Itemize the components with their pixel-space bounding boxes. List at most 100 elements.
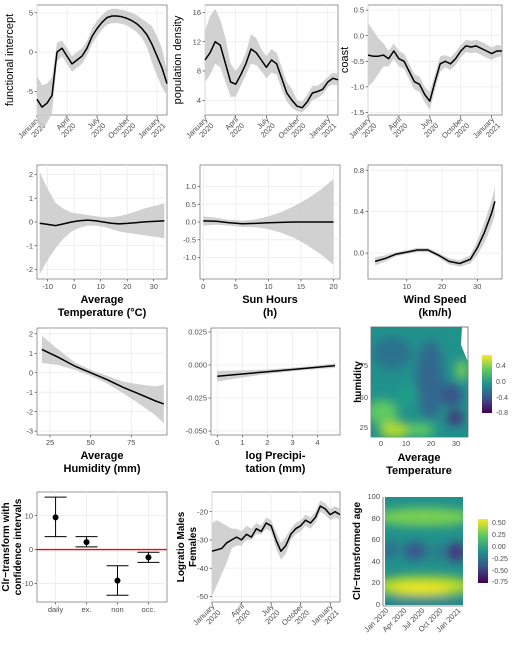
colorbar-tick: -0.8	[496, 410, 508, 417]
y-tick-label: 1.0	[186, 182, 196, 191]
panel-p2: 4 8 12 16 January2020 April2020 July2020 Octobe…	[172, 4, 339, 146]
x-axis-title-line: Average	[80, 294, 123, 306]
heatmap-yticks: 0 20 40 60 80 100	[367, 492, 380, 609]
estimate-ex.	[75, 536, 98, 548]
y-tick-label: 0.0	[354, 31, 364, 40]
y-tick-label: 0	[29, 368, 33, 377]
y-axis-title-line: confidence intervals	[13, 498, 24, 595]
x-tick-label: 30	[150, 282, 158, 291]
heatmap-xlabel-line2: Temperature	[386, 465, 452, 477]
panel-p8: -0.050 -0.025 0.000 0.025 0 1 2 3 4 log Precipi-t…	[186, 328, 341, 475]
heatmap-ytick: 60	[372, 535, 380, 544]
x-axis-title-line: Temperature (°C)	[58, 307, 147, 319]
estimate-line	[39, 219, 165, 227]
x-tick-label: 10	[264, 282, 272, 291]
estimate-point	[145, 554, 152, 561]
heatmap-xtick: 0	[379, 439, 383, 448]
estimate-line	[36, 15, 168, 108]
x-axis-title: Wind Speed (km/h)	[404, 294, 467, 319]
heatmap-xlabel-line1: Average	[397, 452, 440, 464]
x-tick-label: daily	[48, 605, 64, 614]
x-tick-label: January2020	[184, 115, 215, 146]
y-tick-label: -2	[26, 265, 33, 274]
y-tick-label: -0.025	[186, 394, 207, 403]
x-axis-title: Average Temperature (°C)	[58, 294, 147, 319]
heatmap-ytick: 25	[360, 423, 368, 432]
x-tick-label: 0	[201, 282, 205, 291]
x-axis-title: log Precipi-tation (mm)	[246, 450, 306, 475]
x-tick-label: October2020	[106, 115, 138, 147]
heatmap-ylabel: humidity	[353, 361, 364, 403]
panel-frame	[367, 164, 503, 280]
x-tick-label: April2020	[53, 115, 77, 139]
y-tick-label: -10	[22, 579, 33, 588]
y-tick-label: 0.000	[188, 361, 207, 370]
x-axis-title-line: (h)	[263, 307, 277, 319]
y-axis-title-line: Logratio Males	[176, 511, 187, 582]
x-tick-label: ex.	[82, 605, 92, 614]
estimate-non	[106, 565, 129, 596]
y-tick-label: -1	[26, 241, 33, 250]
y-tick-label: -40	[197, 564, 208, 573]
heatmap-ylabel: Clr−transformed age	[352, 502, 363, 601]
grid	[368, 165, 502, 279]
panel-p6: 0.0 0.4 0.8 10 20 30 Wind Speed (km/h)	[354, 164, 503, 319]
y-tick-label: -20	[197, 507, 208, 516]
colorbar-tick: -0.50	[492, 568, 508, 575]
x-tick-label: January2021	[309, 602, 340, 633]
y-axis-title-line: coast	[339, 47, 351, 73]
y-tick-label: -50	[197, 592, 208, 601]
x-tick-label: July2020	[257, 602, 281, 626]
heatmap-xticks: 0 10 20 30	[379, 439, 460, 448]
colorbar-tick: 0.4	[496, 363, 506, 370]
x-axis-title-line: Average	[80, 450, 123, 462]
heatmap-surface	[371, 327, 468, 437]
x-tick-label: 50	[86, 438, 94, 447]
confidence-ribbon	[37, 8, 167, 130]
x-tick-label: 20	[123, 282, 131, 291]
y-tick-label: -1.5	[351, 108, 364, 117]
x-axis-title: Sun Hours (h)	[242, 294, 298, 319]
y-tick-label: -0.5	[183, 235, 196, 244]
x-tick-label: 1	[240, 438, 244, 447]
grid	[37, 328, 167, 435]
x-tick-label: 20	[438, 282, 446, 291]
confidence-ribbon	[375, 186, 495, 267]
x-tick-label: July2020	[416, 115, 440, 139]
x-tick-label: occ.	[142, 605, 156, 614]
estimate-line	[367, 45, 502, 102]
heatmap-ytick: 100	[367, 492, 380, 501]
y-tick-label: 2	[29, 329, 33, 338]
x-tick-label: January2020	[191, 602, 222, 633]
heatmap-xtick: 20	[427, 439, 435, 448]
estimate-line	[374, 201, 496, 265]
heatmap-ytick: 75	[360, 361, 368, 370]
panel-p10: -10 0 10 daily ex. non occ. Clr−transform withc…	[1, 491, 168, 614]
estimate-point	[52, 514, 59, 521]
heatmap-colorbar	[482, 355, 492, 413]
x-axis-title-line: Wind Speed	[404, 294, 467, 306]
heatmap-ytick: 20	[372, 578, 380, 587]
heatmap-ytick: 80	[372, 514, 380, 523]
y-axis-title-line: Clr−transform with	[1, 502, 12, 591]
y-tick-label: 12	[193, 37, 201, 46]
heatmap-xtick: 10	[402, 439, 410, 448]
confidence-ribbon	[368, 22, 502, 110]
heatmap-ytick: 40	[372, 557, 380, 566]
x-axis-title: Average Humidity (mm)	[64, 450, 141, 475]
x-tick-label: 0	[72, 282, 76, 291]
y-axis-title-line: functional intercept	[4, 14, 16, 106]
colorbar-tick: 0.50	[492, 520, 506, 527]
heatmap-surface	[385, 508, 463, 605]
y-tick-label: 2	[29, 170, 33, 179]
panel-humidity-heatmap: humidity 25 50 75 0 10 20 30 Average Tem…	[353, 326, 508, 477]
x-tick-label: April2020	[228, 602, 252, 626]
y-tick-label: -1	[26, 388, 33, 397]
heatmap-xticks: Jan 2020 Apr 2020 Jul 2020 Oct 2020 Jan …	[362, 606, 462, 634]
panel-p11: -50 -40 -30 -20 January2020 April2020 July2020…	[176, 491, 341, 633]
x-tick-label: non	[111, 605, 124, 614]
x-tick-label: 20	[329, 282, 337, 291]
x-tick-label: October2020	[440, 115, 472, 147]
